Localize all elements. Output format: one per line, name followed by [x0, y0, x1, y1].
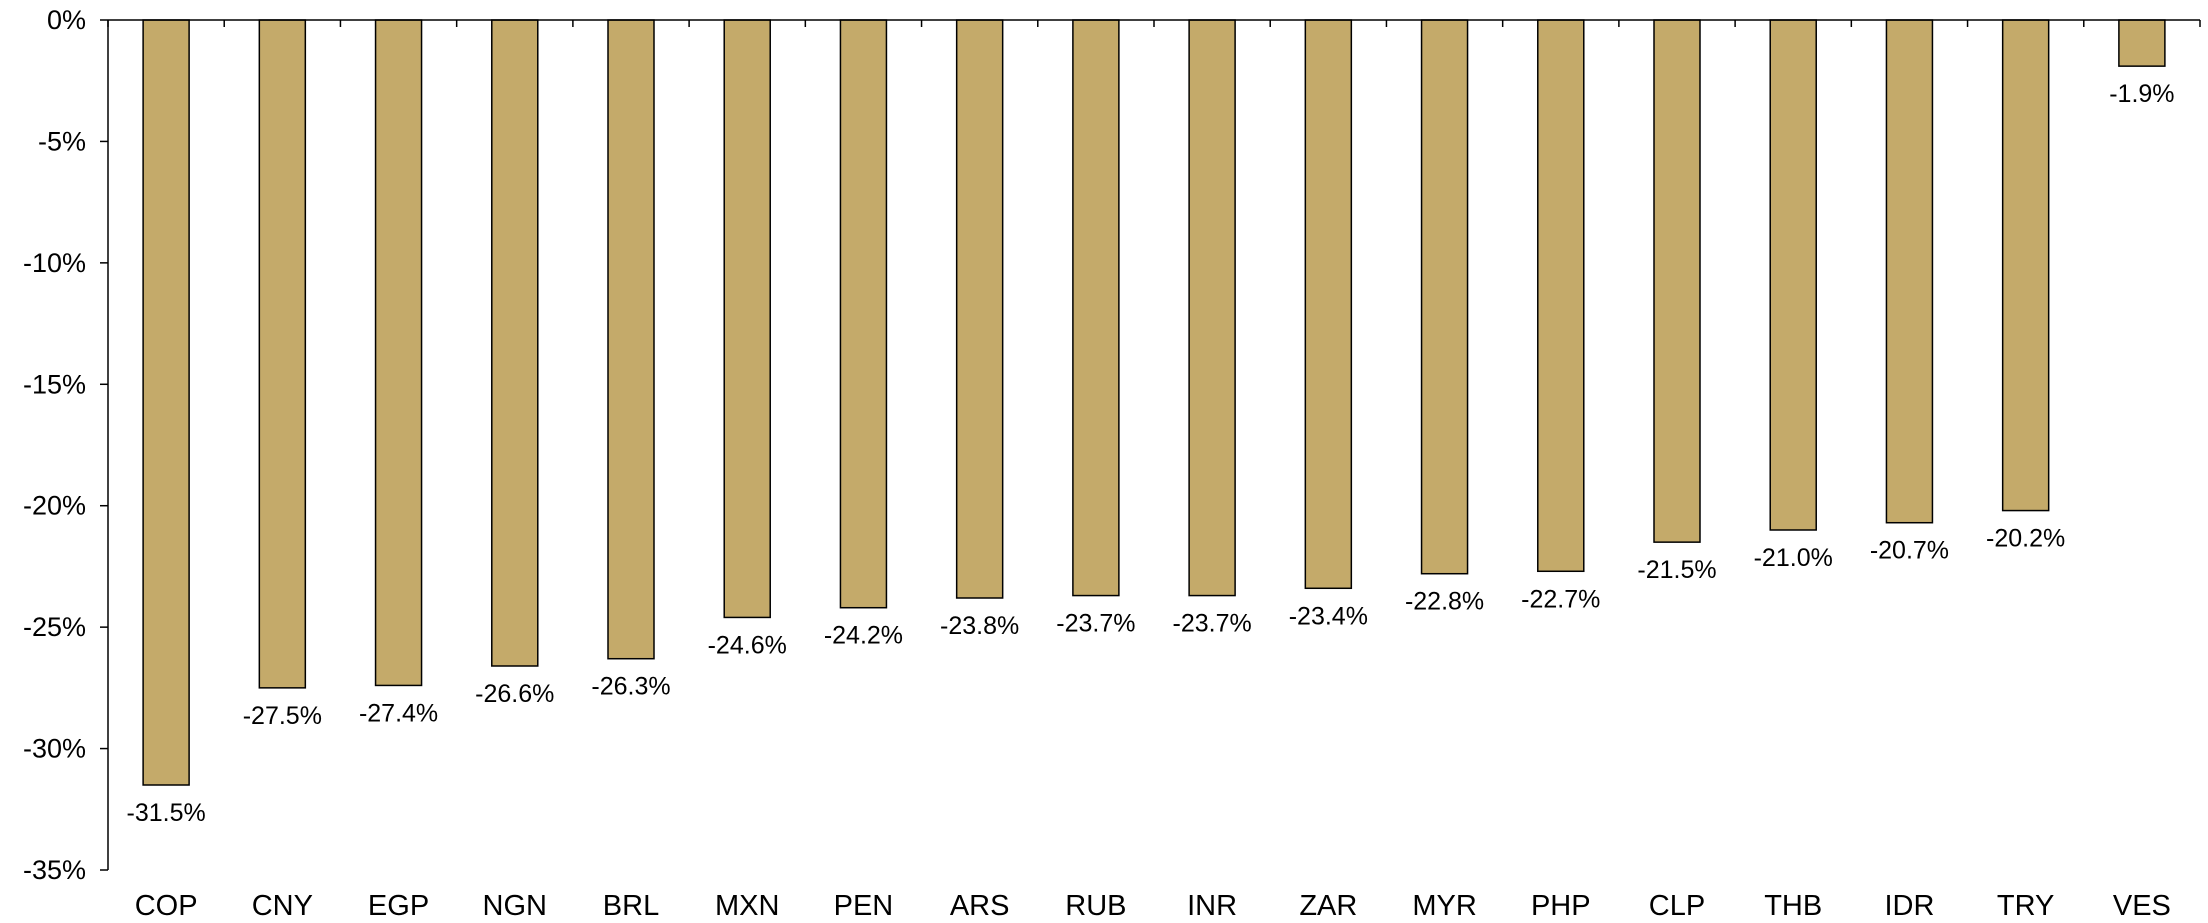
x-category-label: BRL: [603, 890, 659, 922]
x-category-label: CLP: [1649, 890, 1705, 922]
x-category-label: MXN: [715, 890, 779, 922]
data-label: -27.4%: [359, 699, 438, 727]
x-category-label: INR: [1187, 890, 1237, 922]
bar-idr: [1885, 19, 1934, 524]
bar-inr: [1188, 19, 1236, 597]
y-tick-label: -5%: [38, 126, 86, 156]
data-label: -24.6%: [708, 631, 787, 659]
data-label: -24.2%: [824, 622, 903, 650]
data-label: -23.8%: [940, 612, 1019, 640]
y-tick-label: -25%: [23, 612, 86, 642]
bar-clp: [1653, 19, 1701, 543]
bar-cop: [142, 19, 190, 786]
x-category-label: EGP: [368, 890, 429, 922]
x-category-label: PHP: [1531, 890, 1591, 922]
bar-mxn: [723, 19, 771, 619]
x-axis: COP CNY EGP NGN BRL MXN PEN ARS RUB INR ZAR MYR PHP C…: [107, 19, 2201, 922]
bar-myr: [1420, 19, 1469, 575]
bar-cny: [258, 19, 307, 689]
data-label: -26.6%: [475, 680, 554, 708]
data-label: -22.7%: [1521, 585, 1600, 613]
data-label: -23.7%: [1056, 610, 1135, 638]
bar-zar: [1304, 19, 1353, 590]
y-tick-label: -35%: [23, 855, 86, 885]
x-category-label: RUB: [1065, 890, 1126, 922]
data-label: -27.5%: [243, 702, 322, 730]
data-label: -22.8%: [1405, 588, 1484, 616]
bar-ves: [2118, 19, 2166, 67]
data-label: -26.3%: [591, 673, 670, 701]
data-label: -21.0%: [1754, 544, 1833, 572]
bar-thb: [1769, 19, 1817, 531]
bar-rub: [1072, 19, 1120, 597]
x-category-label: ARS: [950, 890, 1010, 922]
y-tick-label: -20%: [23, 491, 86, 521]
data-label: -20.2%: [1986, 525, 2065, 553]
bar-php: [1537, 19, 1585, 573]
x-category-label: TRY: [1997, 890, 2054, 922]
bar-ars: [955, 19, 1004, 599]
bars: [142, 19, 2166, 786]
x-category-label: PEN: [834, 890, 894, 922]
bar-pen: [839, 19, 888, 609]
bar-egp: [374, 19, 423, 687]
x-category-label: IDR: [1884, 890, 1934, 922]
x-category-label: MYR: [1412, 890, 1476, 922]
bar-try: [2001, 19, 2050, 512]
y-tick-label: -15%: [23, 369, 86, 399]
x-category-label: CNY: [252, 890, 313, 922]
data-label: -1.9%: [2109, 80, 2174, 108]
data-label: -31.5%: [127, 799, 206, 827]
y-axis: 0% -5% -10% -15% -20% -25% -30% -35%: [23, 5, 109, 885]
x-category-label: ZAR: [1299, 890, 1357, 922]
y-tick-label: -30%: [23, 734, 86, 764]
bar-ngn: [491, 19, 539, 667]
data-label: -23.7%: [1173, 610, 1252, 638]
x-category-label: COP: [135, 890, 198, 922]
data-label: -21.5%: [1637, 556, 1716, 584]
data-labels: -31.5% -27.5% -27.4% -26.6% -26.3% -24.6% -24.…: [127, 80, 2175, 827]
bar-brl: [607, 19, 655, 660]
x-category-label: VES: [2113, 890, 2171, 922]
data-label: -20.7%: [1870, 537, 1949, 565]
data-label: -23.4%: [1289, 602, 1368, 630]
x-category-label: NGN: [483, 890, 547, 922]
x-category-label: THB: [1764, 890, 1822, 922]
y-tick-label: 0%: [47, 5, 86, 35]
y-tick-label: -10%: [23, 248, 86, 278]
